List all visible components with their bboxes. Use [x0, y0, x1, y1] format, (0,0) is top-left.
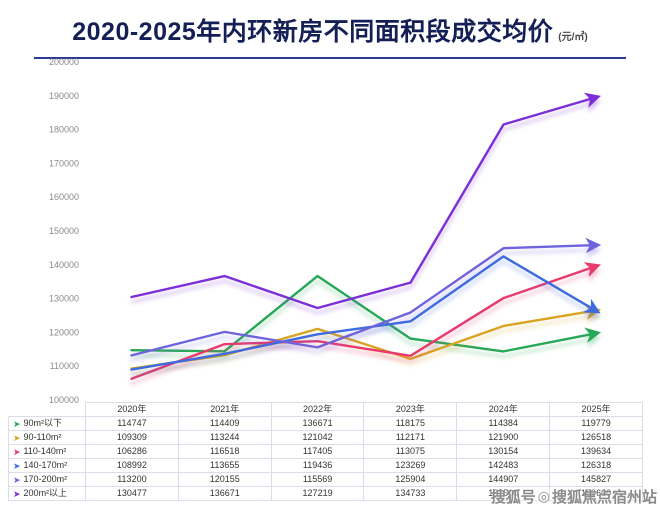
table-cell: 125904	[363, 472, 458, 487]
table-cell: 109309	[85, 430, 179, 445]
table-header-row: 2020年 2021年 2022年 2023年 2024年 2025年	[9, 402, 643, 417]
y-axis-tick-label: 130000	[49, 294, 79, 304]
y-axis-tick-label: 140000	[49, 260, 79, 270]
y-axis-tick-label: 120000	[49, 327, 79, 337]
legend-arrow-icon: ➤	[13, 446, 21, 457]
table-header-year: 2022年	[270, 402, 365, 417]
table-cell: 134733	[363, 486, 458, 501]
line-series-6	[130, 92, 601, 310]
watermark-prefix: 搜狐号	[490, 489, 536, 506]
table-header-year: 2025年	[549, 402, 643, 417]
table-cell: 119436	[270, 458, 365, 473]
y-axis-tick-label: 100000	[49, 395, 79, 404]
table-cell: 120155	[177, 472, 272, 487]
watermark-account-name: 搜狐焦点宿州站	[551, 489, 657, 506]
table-cell: 113655	[177, 458, 272, 473]
title-unit: (元/㎡)	[558, 32, 588, 43]
table-row: ➤ 170-200m² 113200 120155 115569 125904 144907…	[8, 472, 643, 487]
data-table: 2020年 2021年 2022年 2023年 2024年 2025年 ➤ 90m²以下 114…	[8, 402, 643, 501]
table-cell: 114747	[85, 416, 179, 431]
table-cell: 142483	[456, 458, 551, 473]
table-row: ➤ 90m²以下 114747 114409 136671 118175 114384 119…	[8, 416, 643, 431]
legend-arrow-icon: ➤	[13, 460, 21, 471]
table-cell: 118175	[363, 416, 458, 431]
y-axis-tick-label: 160000	[49, 192, 79, 202]
sohu-logo-icon: ◎	[537, 488, 550, 504]
legend-label: ➤ 90m²以下	[8, 416, 86, 431]
line-series-4	[130, 255, 601, 371]
y-axis-tick-label: 170000	[49, 158, 79, 168]
table-cell: 139634	[549, 444, 643, 459]
y-axis-tick-label: 110000	[50, 361, 79, 371]
legend-series-name: 90m²以下	[23, 417, 63, 428]
table-cell: 121042	[270, 430, 365, 445]
table-row: ➤ 140-170m² 108992 113655 119436 123269 142483…	[8, 458, 643, 473]
table-cell: 127219	[270, 486, 365, 501]
y-axis-tick-label: 180000	[49, 125, 79, 135]
page-title: 2020-2025年内环新房不同面积段成交均价	[72, 18, 554, 46]
table-corner	[9, 403, 86, 417]
table-cell: 130154	[456, 444, 551, 459]
legend-label: ➤ 170-200m²	[8, 472, 86, 487]
table-cell: 136671	[177, 486, 272, 501]
chart-header: 2020-2025年内环新房不同面积段成交均价 (元/㎡)	[34, 0, 626, 59]
table-cell: 116518	[177, 444, 272, 459]
table-cell: 113200	[85, 472, 179, 487]
table-cell: 117405	[270, 444, 365, 459]
legend-label: ➤ 110-140m²	[8, 444, 86, 459]
table-cell: 112171	[363, 430, 458, 445]
table-cell: 115569	[270, 472, 365, 487]
legend-series-name: 170-200m²	[23, 473, 68, 484]
legend-arrow-icon: ➤	[13, 474, 21, 485]
legend-series-name: 90-110m²	[23, 431, 62, 442]
legend-arrow-icon: ➤	[13, 432, 21, 443]
line-series-2	[130, 304, 602, 370]
line-series-1	[130, 274, 602, 353]
legend-label: ➤ 140-170m²	[8, 458, 86, 473]
table-cell: 123269	[363, 458, 458, 473]
table-cell: 119779	[549, 416, 643, 431]
table-cell: 145827	[549, 472, 643, 487]
line-series-5	[130, 237, 602, 357]
table-cell: 130477	[85, 486, 179, 501]
y-axis-tick-label: 200000	[49, 57, 79, 67]
price-trend-chart: 100000 110000 120000 130000 140000 150000 1600…	[49, 57, 602, 404]
table-cell: 113244	[177, 430, 272, 445]
legend-series-name: 110-140m²	[23, 445, 67, 456]
table-cell: 114409	[177, 416, 272, 431]
table-cell: 106286	[85, 444, 179, 459]
table-header-year: 2020年	[85, 402, 179, 417]
legend-arrow-icon: ➤	[13, 418, 21, 429]
table-cell: 114384	[456, 416, 551, 431]
table-header-year: 2024年	[456, 402, 551, 417]
legend-series-name: 140-170m²	[23, 459, 68, 470]
legend-label: ➤ 90-110m²	[8, 430, 86, 445]
table-cell: 144907	[456, 472, 551, 487]
legend-series-name: 200m²以上	[23, 487, 68, 498]
table-row: ➤ 90-110m² 109309 113244 121042 112171 121900 1…	[8, 430, 643, 445]
table-row: ➤ 110-140m² 106286 116518 117405 113075 130154…	[8, 444, 643, 459]
table-header-year: 2021年	[177, 402, 272, 417]
y-axis-tick-label: 190000	[49, 91, 79, 101]
table-header-year: 2023年	[363, 402, 458, 417]
y-axis-tick-label: 150000	[49, 226, 79, 236]
table-cell: 108992	[85, 458, 179, 473]
line-series-3	[130, 262, 601, 380]
table-cell: 113075	[363, 444, 458, 459]
table-cell: 189600	[549, 486, 643, 501]
table-cell: 121900	[456, 430, 551, 445]
table-cell: 136671	[270, 416, 365, 431]
table-cell: 126518	[549, 430, 643, 445]
table-cell: 126318	[549, 458, 643, 473]
table-row: ➤ 200m²以上 130477 136671 127219 134733 181500 18…	[8, 486, 643, 501]
watermark: 搜狐号 ◎ 搜狐焦点宿州站	[491, 486, 657, 507]
legend-label: ➤ 200m²以上	[8, 486, 86, 501]
legend-arrow-icon: ➤	[13, 488, 21, 499]
